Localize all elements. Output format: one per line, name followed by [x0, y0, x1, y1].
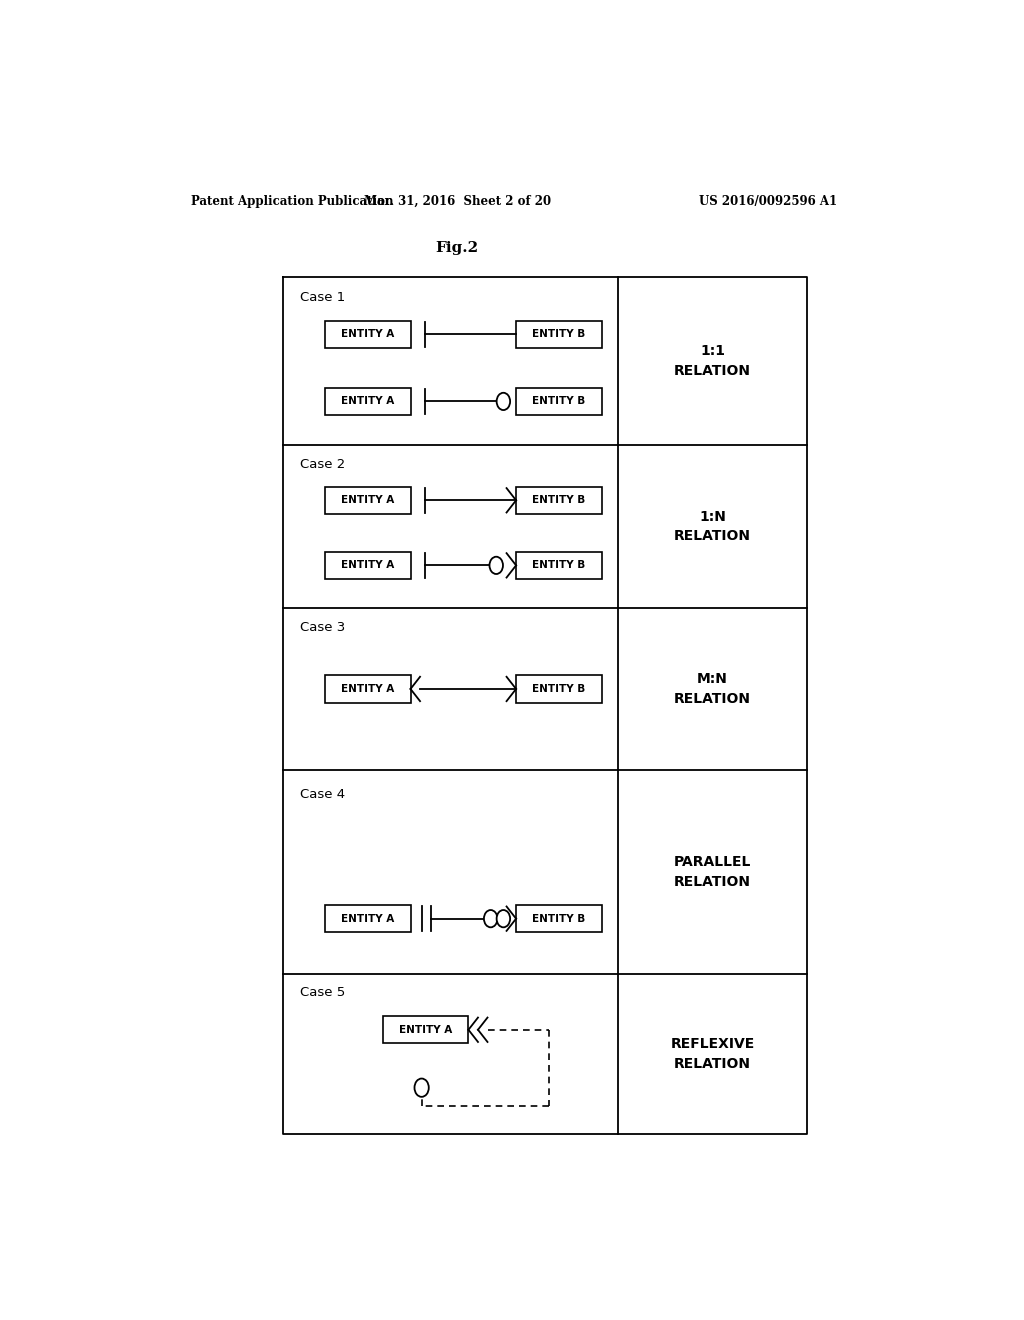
Text: Case 4: Case 4: [300, 788, 345, 801]
Text: Fig.2: Fig.2: [436, 240, 479, 255]
FancyBboxPatch shape: [325, 321, 411, 348]
FancyBboxPatch shape: [516, 321, 602, 348]
Text: Case 2: Case 2: [300, 458, 345, 471]
Circle shape: [497, 909, 510, 928]
Text: ENTITY B: ENTITY B: [532, 495, 586, 506]
Text: 1:1
RELATION: 1:1 RELATION: [674, 345, 751, 378]
Text: PARALLEL
RELATION: PARALLEL RELATION: [674, 855, 752, 888]
Circle shape: [484, 909, 498, 928]
Text: ENTITY B: ENTITY B: [532, 561, 586, 570]
FancyBboxPatch shape: [516, 388, 602, 416]
FancyBboxPatch shape: [325, 388, 411, 416]
Text: ENTITY B: ENTITY B: [532, 913, 586, 924]
FancyBboxPatch shape: [325, 906, 411, 932]
FancyBboxPatch shape: [325, 487, 411, 513]
Circle shape: [415, 1078, 429, 1097]
FancyBboxPatch shape: [516, 552, 602, 579]
FancyBboxPatch shape: [516, 676, 602, 702]
Text: Case 5: Case 5: [300, 986, 345, 999]
Text: ENTITY A: ENTITY A: [341, 495, 394, 506]
Text: ENTITY A: ENTITY A: [341, 561, 394, 570]
Text: M:N
RELATION: M:N RELATION: [674, 672, 751, 706]
FancyBboxPatch shape: [325, 676, 411, 702]
FancyBboxPatch shape: [383, 1016, 468, 1044]
Text: ENTITY B: ENTITY B: [532, 396, 586, 407]
Text: US 2016/0092596 A1: US 2016/0092596 A1: [699, 194, 838, 207]
Text: Case 1: Case 1: [300, 290, 345, 304]
FancyBboxPatch shape: [325, 552, 411, 579]
Text: ENTITY A: ENTITY A: [341, 913, 394, 924]
Text: REFLEXIVE
RELATION: REFLEXIVE RELATION: [671, 1038, 755, 1071]
Text: Patent Application Publication: Patent Application Publication: [191, 194, 394, 207]
Text: ENTITY B: ENTITY B: [532, 684, 586, 694]
FancyBboxPatch shape: [516, 906, 602, 932]
Text: ENTITY A: ENTITY A: [399, 1024, 453, 1035]
Text: Case 3: Case 3: [300, 620, 345, 634]
Circle shape: [497, 393, 510, 411]
Text: ENTITY A: ENTITY A: [341, 684, 394, 694]
Circle shape: [489, 557, 503, 574]
FancyBboxPatch shape: [516, 487, 602, 513]
Text: Mar. 31, 2016  Sheet 2 of 20: Mar. 31, 2016 Sheet 2 of 20: [364, 194, 551, 207]
Text: ENTITY B: ENTITY B: [532, 329, 586, 339]
Text: 1:N
RELATION: 1:N RELATION: [674, 510, 751, 543]
Text: ENTITY A: ENTITY A: [341, 396, 394, 407]
Text: ENTITY A: ENTITY A: [341, 329, 394, 339]
